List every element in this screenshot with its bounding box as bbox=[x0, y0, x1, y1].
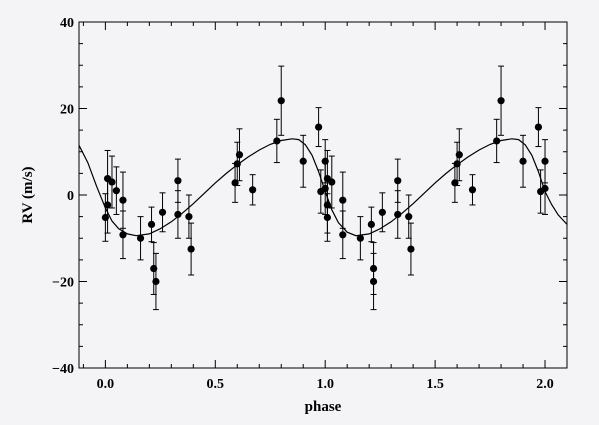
plot-frame bbox=[78, 21, 568, 369]
data-point bbox=[273, 137, 281, 145]
data-point bbox=[378, 208, 386, 216]
x-tick-label: 2.0 bbox=[536, 377, 554, 392]
data-point bbox=[367, 220, 375, 229]
data-point bbox=[277, 97, 285, 105]
data-point bbox=[369, 277, 378, 286]
y-tick-label: −40 bbox=[52, 362, 74, 377]
data-point bbox=[519, 157, 527, 165]
data-point bbox=[158, 208, 167, 216]
y-tick-label: 40 bbox=[60, 16, 74, 31]
data-point bbox=[455, 151, 463, 159]
data-point bbox=[119, 196, 127, 204]
data-point bbox=[136, 234, 145, 242]
x-axis-title: phase bbox=[305, 399, 342, 415]
data-point bbox=[405, 213, 413, 221]
data-point bbox=[112, 187, 120, 195]
x-tick-label: 1.0 bbox=[316, 377, 334, 392]
x-tick-label: 0.0 bbox=[97, 377, 115, 392]
data-point bbox=[394, 210, 402, 219]
y-axis-title: RV (m/s) bbox=[20, 166, 36, 223]
x-tick-label: 1.5 bbox=[426, 377, 444, 392]
data-point bbox=[299, 157, 307, 165]
data-point bbox=[497, 97, 505, 105]
y-tick-label: 0 bbox=[67, 189, 74, 204]
data-point bbox=[152, 277, 160, 286]
data-point bbox=[174, 210, 182, 219]
data-point bbox=[185, 213, 193, 221]
data-point bbox=[249, 186, 257, 194]
data-point bbox=[339, 196, 347, 204]
data-point bbox=[541, 184, 549, 193]
data-point bbox=[235, 151, 244, 159]
data-point bbox=[187, 245, 195, 253]
data-point bbox=[394, 177, 402, 185]
ticks-layer: 0.0 0.5 1.0 1.5 2.0 −40 −20 0 20 40 bbox=[52, 16, 568, 392]
data-point bbox=[534, 123, 543, 131]
data-point bbox=[323, 201, 331, 209]
data-point bbox=[356, 234, 364, 242]
data-point bbox=[493, 137, 501, 145]
data-point bbox=[468, 186, 477, 194]
data-point bbox=[103, 201, 112, 209]
data-point bbox=[328, 178, 336, 186]
data-point bbox=[315, 123, 323, 131]
data-point bbox=[407, 245, 415, 253]
data-point bbox=[108, 178, 116, 186]
x-tick-label: 0.5 bbox=[207, 377, 225, 392]
data-point bbox=[541, 157, 549, 165]
y-tick-label: −20 bbox=[52, 276, 74, 291]
data-point bbox=[174, 177, 182, 185]
y-tick-label: 20 bbox=[60, 103, 74, 118]
data-point bbox=[147, 220, 156, 229]
data-point bbox=[339, 231, 347, 239]
points-layer bbox=[101, 65, 549, 311]
data-point bbox=[119, 231, 127, 239]
